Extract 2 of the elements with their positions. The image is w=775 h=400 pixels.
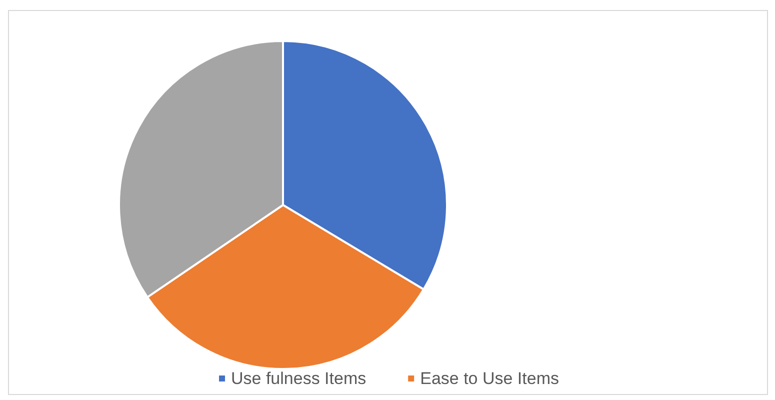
legend-label: Use fulness Items	[231, 369, 366, 388]
legend-label: Ease to Use Items	[420, 369, 559, 388]
